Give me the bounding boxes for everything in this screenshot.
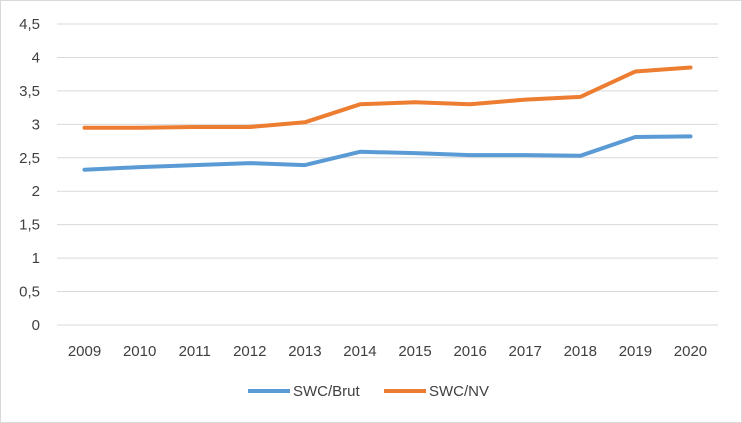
y-tick-label: 1 — [32, 250, 40, 267]
x-tick-label: 2010 — [123, 343, 156, 360]
x-tick-label: 2013 — [288, 343, 321, 360]
y-tick-label: 2,5 — [19, 150, 40, 167]
x-axis-ticks: 2009 2010 2011 2012 2013 2014 2015 2016 2017 2018… — [68, 343, 707, 360]
x-tick-label: 2020 — [674, 343, 707, 360]
series-line-0 — [82, 134, 693, 172]
legend-label-1: SWC/NV — [429, 383, 489, 400]
series-lines — [82, 65, 693, 172]
y-axis-ticks: 0 0,5 1 1,5 2 2,5 3 3,5 4 4,5 — [19, 16, 40, 334]
x-tick-label: 2017 — [509, 343, 542, 360]
y-tick-label: 1,5 — [19, 217, 40, 234]
legend: SWC/Brut SWC/NV — [248, 383, 489, 400]
gridlines — [57, 23, 718, 326]
x-tick-label: 2011 — [179, 343, 211, 360]
y-tick-label: 2 — [32, 183, 40, 200]
y-tick-label: 0 — [32, 317, 40, 334]
y-tick-label: 3 — [32, 116, 40, 133]
y-tick-label: 0,5 — [19, 284, 40, 301]
x-tick-label: 2018 — [564, 343, 597, 360]
x-tick-label: 2012 — [233, 343, 266, 360]
series-line-1 — [82, 65, 693, 130]
y-tick-label: 4,5 — [19, 16, 40, 33]
y-tick-label: 4 — [32, 49, 40, 66]
x-tick-label: 2019 — [619, 343, 652, 360]
y-tick-label: 3,5 — [19, 83, 40, 100]
x-tick-label: 2014 — [343, 343, 376, 360]
x-tick-label: 2015 — [398, 343, 431, 360]
legend-label-0: SWC/Brut — [293, 383, 361, 400]
x-tick-label: 2009 — [68, 343, 101, 360]
x-tick-label: 2016 — [453, 343, 486, 360]
